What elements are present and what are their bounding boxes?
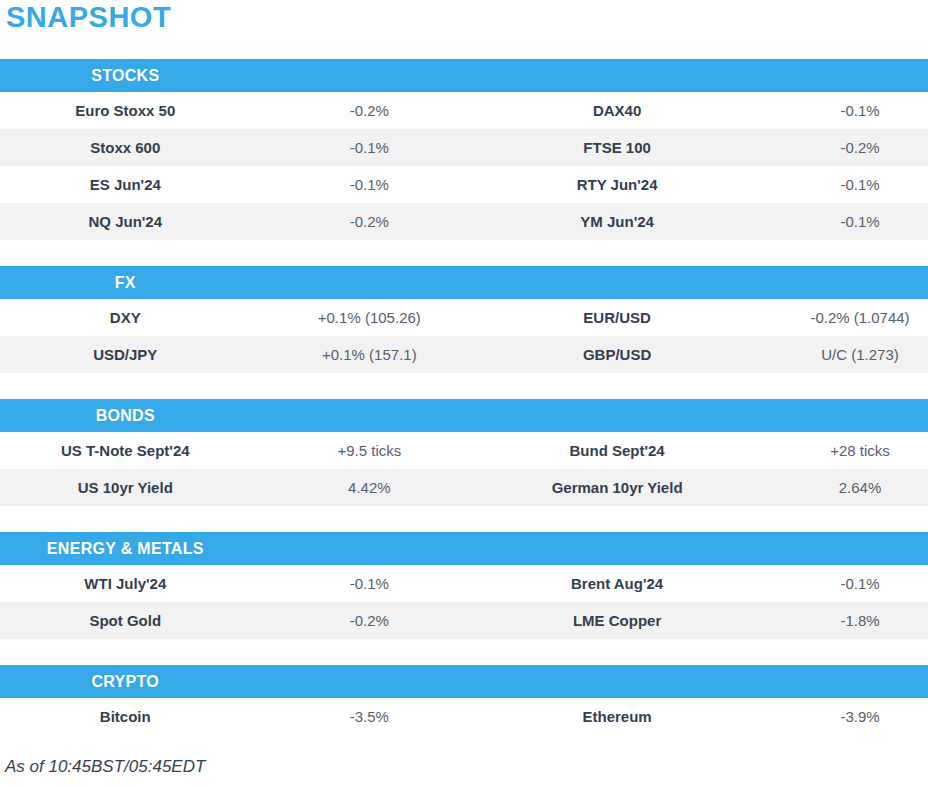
section-table-energy-metals: ENERGY & METALS WTI July'24 -0.1% Brent … [0,532,928,639]
instrument-label: RTY Jun'24 [488,176,746,193]
instrument-label: DXY [0,309,251,326]
section-header-label: BONDS [0,407,251,425]
instrument-value: -0.2% [746,139,928,156]
snapshot-tables: STOCKS Euro Stoxx 50 -0.2% DAX40 -0.1% S… [0,59,928,735]
instrument-label: EUR/USD [488,309,746,326]
instrument-label: Bund Sept'24 [488,442,746,459]
instrument-label: Spot Gold [0,612,251,629]
timestamp-note: As of 10:45BST/05:45EDT [5,757,928,777]
instrument-label: German 10yr Yield [488,479,746,496]
instrument-value: -3.5% [251,708,489,725]
section-header: BONDS [0,399,928,432]
section-table-crypto: CRYPTO Bitcoin -3.5% Ethereum -3.9% [0,665,928,735]
section-header-label: FX [0,274,251,292]
section-header: STOCKS [0,59,928,92]
instrument-label: Ethereum [488,708,746,725]
table-row: DXY +0.1% (105.26) EUR/USD -0.2% (1.0744… [0,299,928,336]
instrument-value: -0.2% [251,213,489,230]
section-table-stocks: STOCKS Euro Stoxx 50 -0.2% DAX40 -0.1% S… [0,59,928,240]
instrument-value: +9.5 ticks [251,442,489,459]
instrument-value: -0.1% [746,102,928,119]
instrument-label: FTSE 100 [488,139,746,156]
instrument-value: -0.1% [746,176,928,193]
page-title: SNAPSHOT [6,0,928,33]
section-table-fx: FX DXY +0.1% (105.26) EUR/USD -0.2% (1.0… [0,266,928,373]
instrument-label: YM Jun'24 [488,213,746,230]
instrument-value: U/C (1.273) [746,346,928,363]
table-row: US T-Note Sept'24 +9.5 ticks Bund Sept'2… [0,432,928,469]
snapshot-page: SNAPSHOT STOCKS Euro Stoxx 50 -0.2% DAX4… [0,0,928,787]
instrument-value: -0.1% [746,575,928,592]
table-row: Bitcoin -3.5% Ethereum -3.9% [0,698,928,735]
section-header: ENERGY & METALS [0,532,928,565]
section-header: CRYPTO [0,665,928,698]
instrument-label: Euro Stoxx 50 [0,102,251,119]
section-rows: Euro Stoxx 50 -0.2% DAX40 -0.1% Stoxx 60… [0,92,928,240]
instrument-value: -0.2% (1.0744) [746,309,928,326]
instrument-value: 2.64% [746,479,928,496]
section-header-label: ENERGY & METALS [0,540,251,558]
instrument-value: -0.1% [746,213,928,230]
section-rows: DXY +0.1% (105.26) EUR/USD -0.2% (1.0744… [0,299,928,373]
instrument-value: -1.8% [746,612,928,629]
instrument-value: -0.1% [251,575,489,592]
table-row: Euro Stoxx 50 -0.2% DAX40 -0.1% [0,92,928,129]
instrument-label: Stoxx 600 [0,139,251,156]
table-row: WTI July'24 -0.1% Brent Aug'24 -0.1% [0,565,928,602]
instrument-value: -0.1% [251,176,489,193]
instrument-label: Brent Aug'24 [488,575,746,592]
table-row: Spot Gold -0.2% LME Copper -1.8% [0,602,928,639]
section-rows: WTI July'24 -0.1% Brent Aug'24 -0.1% Spo… [0,565,928,639]
instrument-label: US T-Note Sept'24 [0,442,251,459]
instrument-value: -0.2% [251,102,489,119]
instrument-label: US 10yr Yield [0,479,251,496]
section-rows: Bitcoin -3.5% Ethereum -3.9% [0,698,928,735]
section-header-label: STOCKS [0,67,251,85]
instrument-label: Bitcoin [0,708,251,725]
instrument-value: -0.1% [251,139,489,156]
section-table-bonds: BONDS US T-Note Sept'24 +9.5 ticks Bund … [0,399,928,506]
instrument-value: +0.1% (105.26) [251,309,489,326]
section-rows: US T-Note Sept'24 +9.5 ticks Bund Sept'2… [0,432,928,506]
table-row: ES Jun'24 -0.1% RTY Jun'24 -0.1% [0,166,928,203]
instrument-label: ES Jun'24 [0,176,251,193]
table-row: US 10yr Yield 4.42% German 10yr Yield 2.… [0,469,928,506]
instrument-label: USD/JPY [0,346,251,363]
section-header-label: CRYPTO [0,673,251,691]
instrument-label: WTI July'24 [0,575,251,592]
table-row: NQ Jun'24 -0.2% YM Jun'24 -0.1% [0,203,928,240]
instrument-value: 4.42% [251,479,489,496]
table-row: USD/JPY +0.1% (157.1) GBP/USD U/C (1.273… [0,336,928,373]
instrument-label: GBP/USD [488,346,746,363]
instrument-value: +0.1% (157.1) [251,346,489,363]
instrument-label: LME Copper [488,612,746,629]
table-row: Stoxx 600 -0.1% FTSE 100 -0.2% [0,129,928,166]
instrument-value: -3.9% [746,708,928,725]
instrument-value: -0.2% [251,612,489,629]
instrument-value: +28 ticks [746,442,928,459]
instrument-label: NQ Jun'24 [0,213,251,230]
instrument-label: DAX40 [488,102,746,119]
section-header: FX [0,266,928,299]
